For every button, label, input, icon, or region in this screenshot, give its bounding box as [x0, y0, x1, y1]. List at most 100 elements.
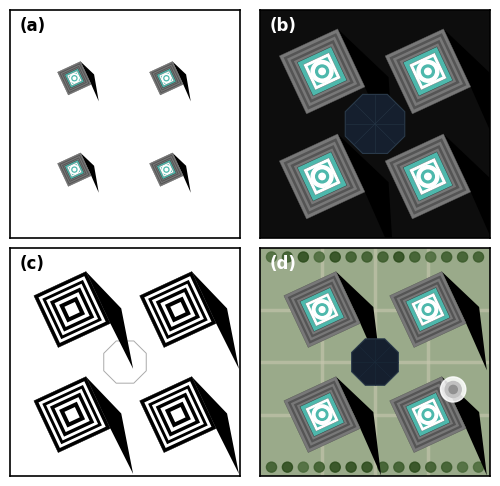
- Polygon shape: [159, 71, 174, 86]
- Circle shape: [312, 300, 332, 319]
- Polygon shape: [297, 284, 348, 334]
- Polygon shape: [67, 162, 82, 177]
- Polygon shape: [411, 398, 444, 431]
- Polygon shape: [287, 36, 357, 106]
- Polygon shape: [156, 288, 200, 331]
- Polygon shape: [38, 381, 106, 448]
- Polygon shape: [288, 381, 356, 449]
- Polygon shape: [385, 134, 470, 219]
- Circle shape: [394, 252, 404, 262]
- Circle shape: [165, 77, 168, 80]
- Polygon shape: [156, 69, 176, 88]
- Polygon shape: [396, 40, 460, 103]
- Polygon shape: [393, 36, 463, 106]
- Circle shape: [458, 462, 468, 472]
- Polygon shape: [291, 383, 354, 446]
- Polygon shape: [306, 398, 339, 431]
- Polygon shape: [165, 296, 191, 322]
- Polygon shape: [385, 29, 470, 114]
- Polygon shape: [309, 296, 335, 322]
- Polygon shape: [156, 67, 178, 89]
- Polygon shape: [308, 162, 336, 191]
- Polygon shape: [140, 272, 216, 347]
- Polygon shape: [390, 272, 466, 347]
- Polygon shape: [415, 296, 441, 322]
- Circle shape: [282, 252, 292, 262]
- Polygon shape: [403, 47, 452, 96]
- Polygon shape: [160, 72, 172, 84]
- Polygon shape: [396, 278, 459, 341]
- Circle shape: [319, 307, 325, 312]
- Circle shape: [442, 252, 452, 262]
- Polygon shape: [338, 134, 393, 256]
- Circle shape: [424, 68, 431, 74]
- Polygon shape: [402, 284, 453, 334]
- Polygon shape: [287, 141, 357, 211]
- Polygon shape: [400, 43, 456, 100]
- Polygon shape: [159, 162, 174, 177]
- Polygon shape: [291, 278, 354, 341]
- Circle shape: [417, 61, 439, 82]
- Polygon shape: [298, 152, 347, 201]
- Polygon shape: [58, 62, 91, 95]
- Polygon shape: [60, 156, 88, 183]
- Polygon shape: [300, 288, 344, 331]
- Circle shape: [410, 252, 420, 262]
- Circle shape: [266, 462, 276, 472]
- Polygon shape: [442, 272, 487, 370]
- Circle shape: [162, 74, 170, 83]
- Circle shape: [458, 252, 468, 262]
- Circle shape: [425, 412, 431, 417]
- Polygon shape: [288, 276, 356, 344]
- Polygon shape: [297, 390, 348, 440]
- Circle shape: [314, 462, 324, 472]
- Polygon shape: [62, 66, 87, 90]
- Polygon shape: [411, 293, 444, 326]
- Polygon shape: [152, 389, 204, 440]
- Circle shape: [422, 304, 434, 315]
- Polygon shape: [59, 402, 85, 428]
- Polygon shape: [152, 65, 180, 92]
- Polygon shape: [64, 302, 80, 317]
- Circle shape: [266, 252, 276, 262]
- Polygon shape: [406, 288, 450, 331]
- Circle shape: [72, 167, 77, 172]
- Circle shape: [417, 166, 439, 187]
- Polygon shape: [294, 148, 350, 205]
- Polygon shape: [60, 155, 90, 185]
- Polygon shape: [80, 62, 99, 102]
- Polygon shape: [400, 386, 456, 443]
- Polygon shape: [336, 377, 381, 475]
- Polygon shape: [192, 377, 239, 474]
- Polygon shape: [402, 390, 453, 440]
- Polygon shape: [409, 52, 447, 90]
- Polygon shape: [298, 47, 347, 96]
- Polygon shape: [64, 69, 84, 88]
- Polygon shape: [60, 65, 88, 92]
- Circle shape: [298, 252, 308, 262]
- Circle shape: [316, 65, 328, 78]
- Polygon shape: [150, 153, 183, 186]
- Text: (c): (c): [19, 255, 44, 273]
- Circle shape: [445, 382, 461, 398]
- Polygon shape: [154, 66, 179, 90]
- Polygon shape: [67, 71, 82, 86]
- Polygon shape: [352, 339, 399, 385]
- Polygon shape: [156, 160, 176, 179]
- Polygon shape: [294, 43, 350, 100]
- Polygon shape: [86, 377, 133, 474]
- Circle shape: [362, 252, 372, 262]
- Polygon shape: [144, 381, 212, 448]
- Circle shape: [319, 412, 325, 417]
- Polygon shape: [148, 280, 208, 339]
- Polygon shape: [154, 157, 179, 182]
- Polygon shape: [152, 63, 182, 93]
- Polygon shape: [393, 141, 463, 211]
- Polygon shape: [306, 293, 339, 326]
- Text: (d): (d): [269, 255, 296, 273]
- Circle shape: [422, 65, 434, 78]
- Polygon shape: [309, 402, 335, 428]
- Circle shape: [298, 462, 308, 472]
- Polygon shape: [68, 72, 80, 84]
- Circle shape: [362, 462, 372, 472]
